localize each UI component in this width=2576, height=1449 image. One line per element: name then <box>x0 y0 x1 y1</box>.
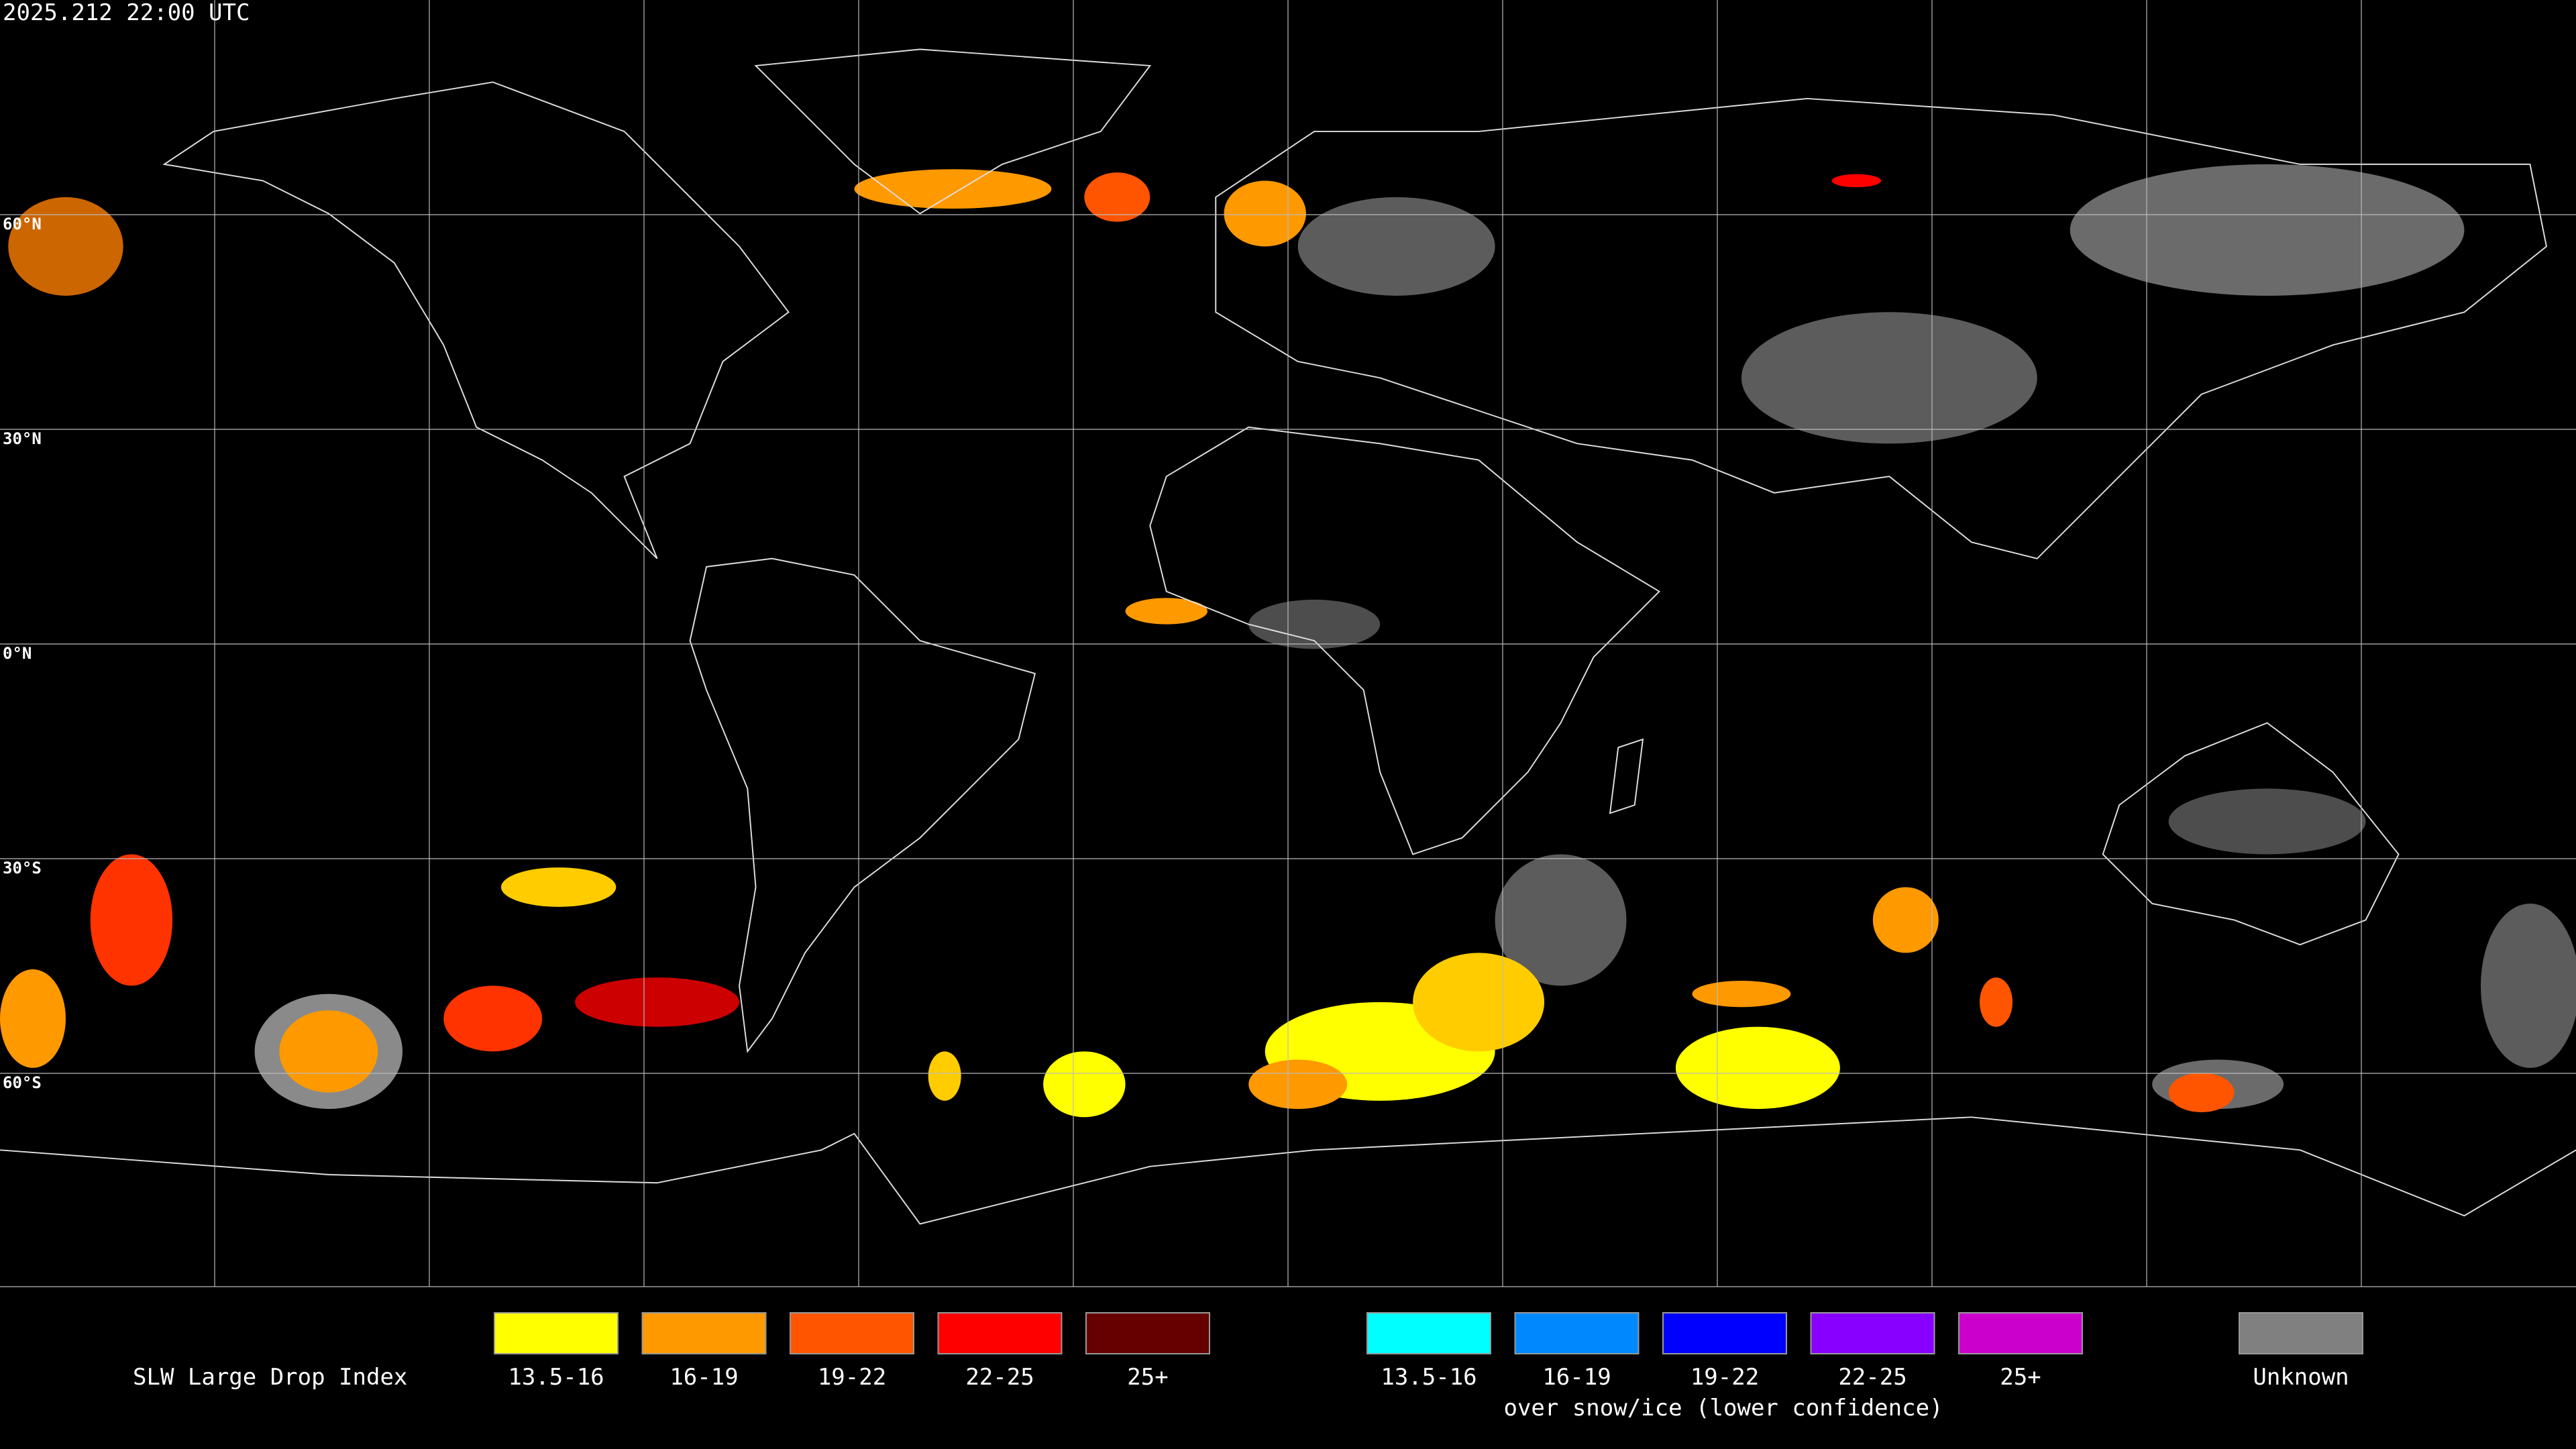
legend-label: Unknown <box>2253 1364 2349 1391</box>
coastlines <box>0 48 2576 1225</box>
legend-swatch <box>1514 1312 1640 1354</box>
lat-label: 30°S <box>3 859 42 877</box>
lat-label: 60°S <box>3 1073 42 1092</box>
legend-swatch <box>1085 1312 1210 1354</box>
legend-label: 16-19 <box>669 1364 738 1391</box>
legend-label: 19-22 <box>818 1364 886 1391</box>
legend-swatch <box>790 1312 914 1354</box>
legend-swatch <box>1366 1312 1491 1354</box>
legend-label: 16-19 <box>1542 1364 1611 1391</box>
lat-label: 30°N <box>3 429 42 448</box>
latitude-labels: 60°N 30°N 0°N 30°S 60°S <box>3 215 42 1092</box>
legend-note: over snow/ice (lower confidence) <box>1503 1395 1943 1421</box>
legend-swatch <box>1662 1312 1787 1354</box>
legend-label: 22-25 <box>965 1364 1034 1391</box>
legend-label: 25+ <box>1127 1364 1168 1391</box>
graticule <box>0 0 2576 1287</box>
map-layer <box>0 48 2576 1225</box>
legend-label: 25+ <box>2000 1364 2041 1391</box>
legend-swatch <box>641 1312 767 1354</box>
legend-swatch <box>1958 1312 2083 1354</box>
timestamp: 2025.212 22:00 UTC <box>3 0 250 26</box>
legend-label: 19-22 <box>1690 1364 1759 1391</box>
legend-label: 22-25 <box>1838 1364 1907 1391</box>
lat-label: 60°N <box>3 215 42 233</box>
legend-label: 13.5-16 <box>508 1364 604 1391</box>
legend-swatch <box>2239 1312 2363 1354</box>
legend-swatch <box>1810 1312 1935 1354</box>
legend-label: 13.5-16 <box>1381 1364 1477 1391</box>
legend: SLW Large Drop Index over snow/ice (lowe… <box>133 1312 2363 1421</box>
legend-title: SLW Large Drop Index <box>133 1364 407 1391</box>
large-drop-patches <box>0 169 2235 1118</box>
legend-swatch <box>494 1312 619 1354</box>
lat-label: 0°N <box>3 644 32 663</box>
legend-swatch <box>937 1312 1063 1354</box>
